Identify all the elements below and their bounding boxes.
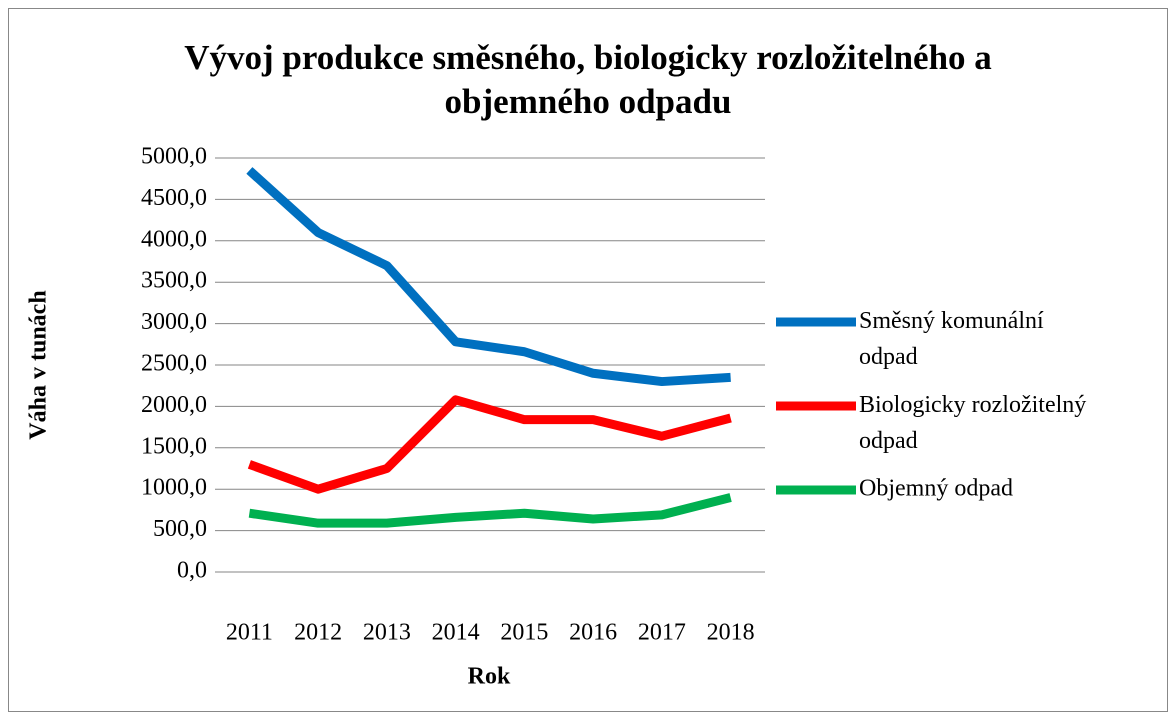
legend-label: Směsný komunální odpad [859, 308, 1044, 370]
series-line [248, 493, 732, 528]
x-tick-label: 2016 [569, 620, 617, 646]
x-tick-label: 2012 [294, 620, 342, 646]
y-tick-label: 1000,0 [141, 475, 207, 501]
y-tick-label: 4000,0 [141, 226, 207, 252]
y-tick-label: 0,0 [177, 558, 207, 584]
x-tick-label: 2011 [226, 620, 273, 646]
x-tick-label: 2018 [707, 620, 755, 646]
x-tick-label: 2017 [638, 620, 686, 646]
x-tick-label: 2014 [432, 620, 480, 646]
chart-title: Vývoj produkce směsného, biologicky rozl… [184, 38, 992, 121]
y-tick-label: 2500,0 [141, 351, 207, 377]
y-tick-label: 500,0 [153, 516, 207, 542]
y-tick-label: 3500,0 [141, 268, 207, 294]
x-tick-label: 2015 [500, 620, 548, 646]
y-tick-label: 5000,0 [141, 144, 207, 170]
y-tick-label: 1500,0 [141, 433, 207, 459]
y-tick-label: 4500,0 [141, 185, 207, 211]
legend-label: Objemný odpad [859, 476, 1013, 502]
y-axis-label: Váha v tunách [26, 290, 52, 439]
chart-border [8, 8, 1168, 712]
series-line [247, 395, 732, 494]
y-tick-label: 2000,0 [141, 392, 207, 418]
legend-label: Biologicky rozložitelný odpad [859, 392, 1086, 454]
y-tick-label: 3000,0 [141, 309, 207, 335]
x-axis-label: Rok [468, 664, 511, 690]
x-tick-label: 2013 [363, 620, 411, 646]
series-line [246, 167, 731, 387]
